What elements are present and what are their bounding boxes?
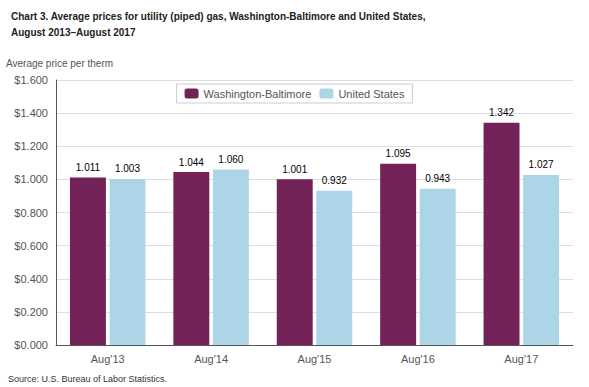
- svg-text:August 2013–August 2017: August 2013–August 2017: [11, 27, 136, 38]
- svg-text:Chart 3. Average prices for ut: Chart 3. Average prices for utility (pip…: [11, 11, 426, 22]
- svg-text:$1.400: $1.400: [14, 107, 48, 119]
- svg-text:$0.400: $0.400: [14, 273, 48, 285]
- svg-text:$1.200: $1.200: [14, 140, 48, 152]
- svg-text:$1.000: $1.000: [14, 173, 48, 185]
- svg-text:0.932: 0.932: [322, 175, 347, 186]
- svg-text:$0.600: $0.600: [14, 240, 48, 252]
- svg-text:Aug'13: Aug'13: [91, 353, 125, 365]
- svg-text:Aug'17: Aug'17: [504, 353, 538, 365]
- svg-text:Source: U.S. Bureau of Labor S: Source: U.S. Bureau of Labor Statistics.: [8, 374, 167, 384]
- svg-text:$0.200: $0.200: [14, 306, 48, 318]
- svg-text:1.001: 1.001: [282, 164, 307, 175]
- svg-text:Aug'16: Aug'16: [401, 353, 435, 365]
- svg-text:1.060: 1.060: [218, 154, 243, 165]
- svg-text:$1.600: $1.600: [14, 74, 48, 86]
- svg-text:1.003: 1.003: [115, 163, 140, 174]
- svg-text:Aug'15: Aug'15: [298, 353, 332, 365]
- svg-text:1.342: 1.342: [489, 107, 514, 118]
- svg-text:1.044: 1.044: [179, 157, 204, 168]
- svg-text:United States: United States: [338, 88, 405, 100]
- svg-text:$0.000: $0.000: [14, 339, 48, 351]
- svg-text:Average price per therm: Average price per therm: [6, 58, 113, 69]
- svg-text:1.095: 1.095: [386, 148, 411, 159]
- svg-text:0.943: 0.943: [425, 173, 450, 184]
- svg-text:$0.800: $0.800: [14, 207, 48, 219]
- svg-text:1.027: 1.027: [529, 159, 554, 170]
- svg-text:Washington-Baltimore: Washington-Baltimore: [204, 88, 312, 100]
- svg-text:1.011: 1.011: [76, 162, 101, 173]
- svg-text:Aug'14: Aug'14: [194, 353, 228, 365]
